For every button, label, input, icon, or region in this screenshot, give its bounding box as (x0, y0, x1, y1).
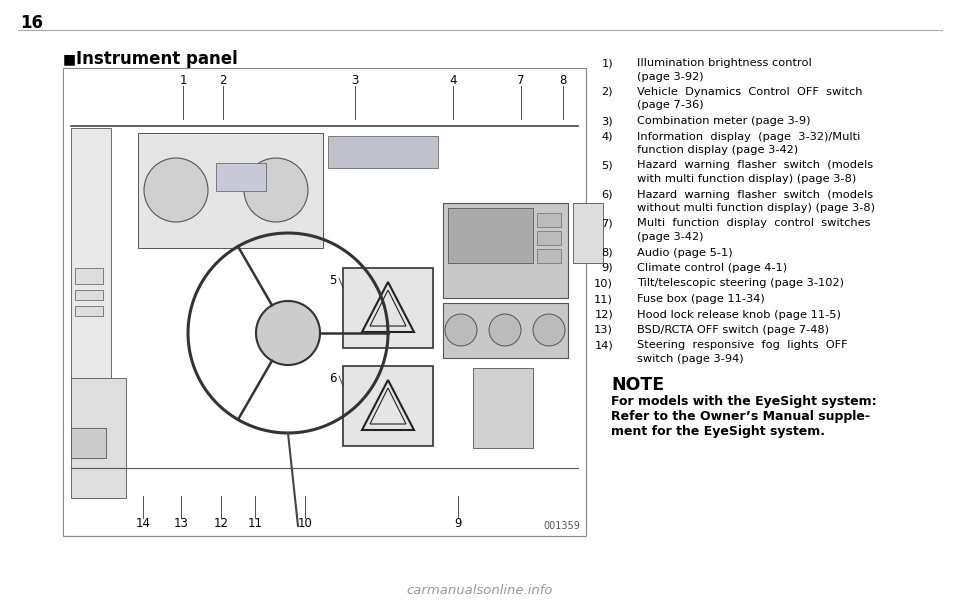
Text: Hood lock release knob (page 11-5): Hood lock release knob (page 11-5) (637, 310, 841, 320)
Text: 5: 5 (329, 274, 337, 287)
Text: Instrument panel: Instrument panel (76, 50, 238, 68)
Text: Vehicle  Dynamics  Control  OFF  switch: Vehicle Dynamics Control OFF switch (637, 87, 862, 97)
Bar (71, 128, 111, 458)
Text: Illumination brightness control: Illumination brightness control (637, 58, 812, 68)
Text: Fuse box (page 11-34): Fuse box (page 11-34) (637, 294, 765, 304)
Text: 7): 7) (601, 219, 613, 229)
Text: 12): 12) (594, 310, 613, 320)
Text: Refer to the Owner’s Manual supple-: Refer to the Owner’s Manual supple- (611, 410, 870, 423)
Text: ment for the EyeSight system.: ment for the EyeSight system. (611, 425, 825, 437)
Text: function display (page 3-42): function display (page 3-42) (637, 145, 798, 155)
Circle shape (256, 301, 320, 365)
Text: 3): 3) (601, 116, 613, 126)
Text: (page 3-92): (page 3-92) (637, 71, 704, 81)
Text: Tilt/telescopic steering (page 3-102): Tilt/telescopic steering (page 3-102) (637, 279, 844, 288)
Text: 8): 8) (601, 247, 613, 257)
Text: 13: 13 (174, 517, 188, 530)
Text: 9: 9 (454, 517, 462, 530)
Text: ■: ■ (63, 52, 76, 66)
Text: 11: 11 (248, 517, 262, 530)
Text: 9): 9) (601, 263, 613, 273)
Circle shape (144, 158, 208, 222)
Text: 2): 2) (602, 87, 613, 97)
Bar (328, 136, 438, 168)
Text: 1: 1 (180, 74, 187, 87)
Text: 6): 6) (602, 189, 613, 200)
Bar (443, 303, 568, 358)
Text: 14: 14 (135, 517, 151, 530)
Text: 4): 4) (602, 131, 613, 142)
Bar (473, 368, 533, 448)
Bar (537, 249, 561, 263)
Text: 6: 6 (329, 372, 337, 385)
Bar (573, 203, 603, 263)
Text: with multi function display) (page 3-8): with multi function display) (page 3-8) (637, 174, 856, 184)
Bar (75, 268, 103, 284)
Text: Steering  responsive  fog  lights  OFF: Steering responsive fog lights OFF (637, 340, 848, 351)
Bar (64, 69, 585, 535)
Text: 4: 4 (449, 74, 457, 87)
Bar (75, 290, 103, 300)
Text: 10: 10 (298, 517, 312, 530)
Bar (71, 428, 106, 458)
Text: without multi function display) (page 3-8): without multi function display) (page 3-… (637, 203, 875, 213)
Bar (537, 231, 561, 245)
Circle shape (533, 314, 565, 346)
Text: 10): 10) (594, 279, 613, 288)
Bar (63, 68, 586, 536)
Text: (page 7-36): (page 7-36) (637, 100, 704, 111)
Bar (138, 133, 323, 248)
Bar (343, 366, 433, 446)
Text: 16: 16 (20, 14, 43, 32)
Bar (343, 268, 433, 348)
Text: 3: 3 (351, 74, 359, 87)
Circle shape (445, 314, 477, 346)
Text: BSD/RCTA OFF switch (page 7-48): BSD/RCTA OFF switch (page 7-48) (637, 325, 829, 335)
Text: Multi  function  display  control  switches: Multi function display control switches (637, 219, 871, 229)
Text: 001359: 001359 (543, 521, 580, 531)
Text: Information  display  (page  3-32)/Multi: Information display (page 3-32)/Multi (637, 131, 860, 142)
Text: (page 3-42): (page 3-42) (637, 232, 704, 242)
Bar (448, 208, 533, 263)
Bar (537, 213, 561, 227)
Text: Hazard  warning  flasher  switch  (models: Hazard warning flasher switch (models (637, 161, 874, 170)
Circle shape (489, 314, 521, 346)
Text: 1): 1) (601, 58, 613, 68)
Text: 8: 8 (560, 74, 566, 87)
Text: NOTE: NOTE (611, 376, 664, 393)
Circle shape (244, 158, 308, 222)
Text: Climate control (page 4-1): Climate control (page 4-1) (637, 263, 787, 273)
Text: 2: 2 (219, 74, 227, 87)
Text: 11): 11) (594, 294, 613, 304)
Text: 14): 14) (594, 340, 613, 351)
Bar (71, 378, 126, 498)
Text: carmanualsonline.info: carmanualsonline.info (407, 584, 553, 597)
Text: Combination meter (page 3-9): Combination meter (page 3-9) (637, 116, 810, 126)
Text: 12: 12 (213, 517, 228, 530)
Text: 13): 13) (594, 325, 613, 335)
Text: 5): 5) (601, 161, 613, 170)
Text: Audio (page 5-1): Audio (page 5-1) (637, 247, 732, 257)
Text: For models with the EyeSight system:: For models with the EyeSight system: (611, 395, 876, 409)
Text: switch (page 3-94): switch (page 3-94) (637, 354, 744, 364)
Text: 7: 7 (517, 74, 525, 87)
Text: Hazard  warning  flasher  switch  (models: Hazard warning flasher switch (models (637, 189, 874, 200)
Bar (443, 203, 568, 298)
Bar (216, 163, 266, 191)
Bar (75, 306, 103, 316)
